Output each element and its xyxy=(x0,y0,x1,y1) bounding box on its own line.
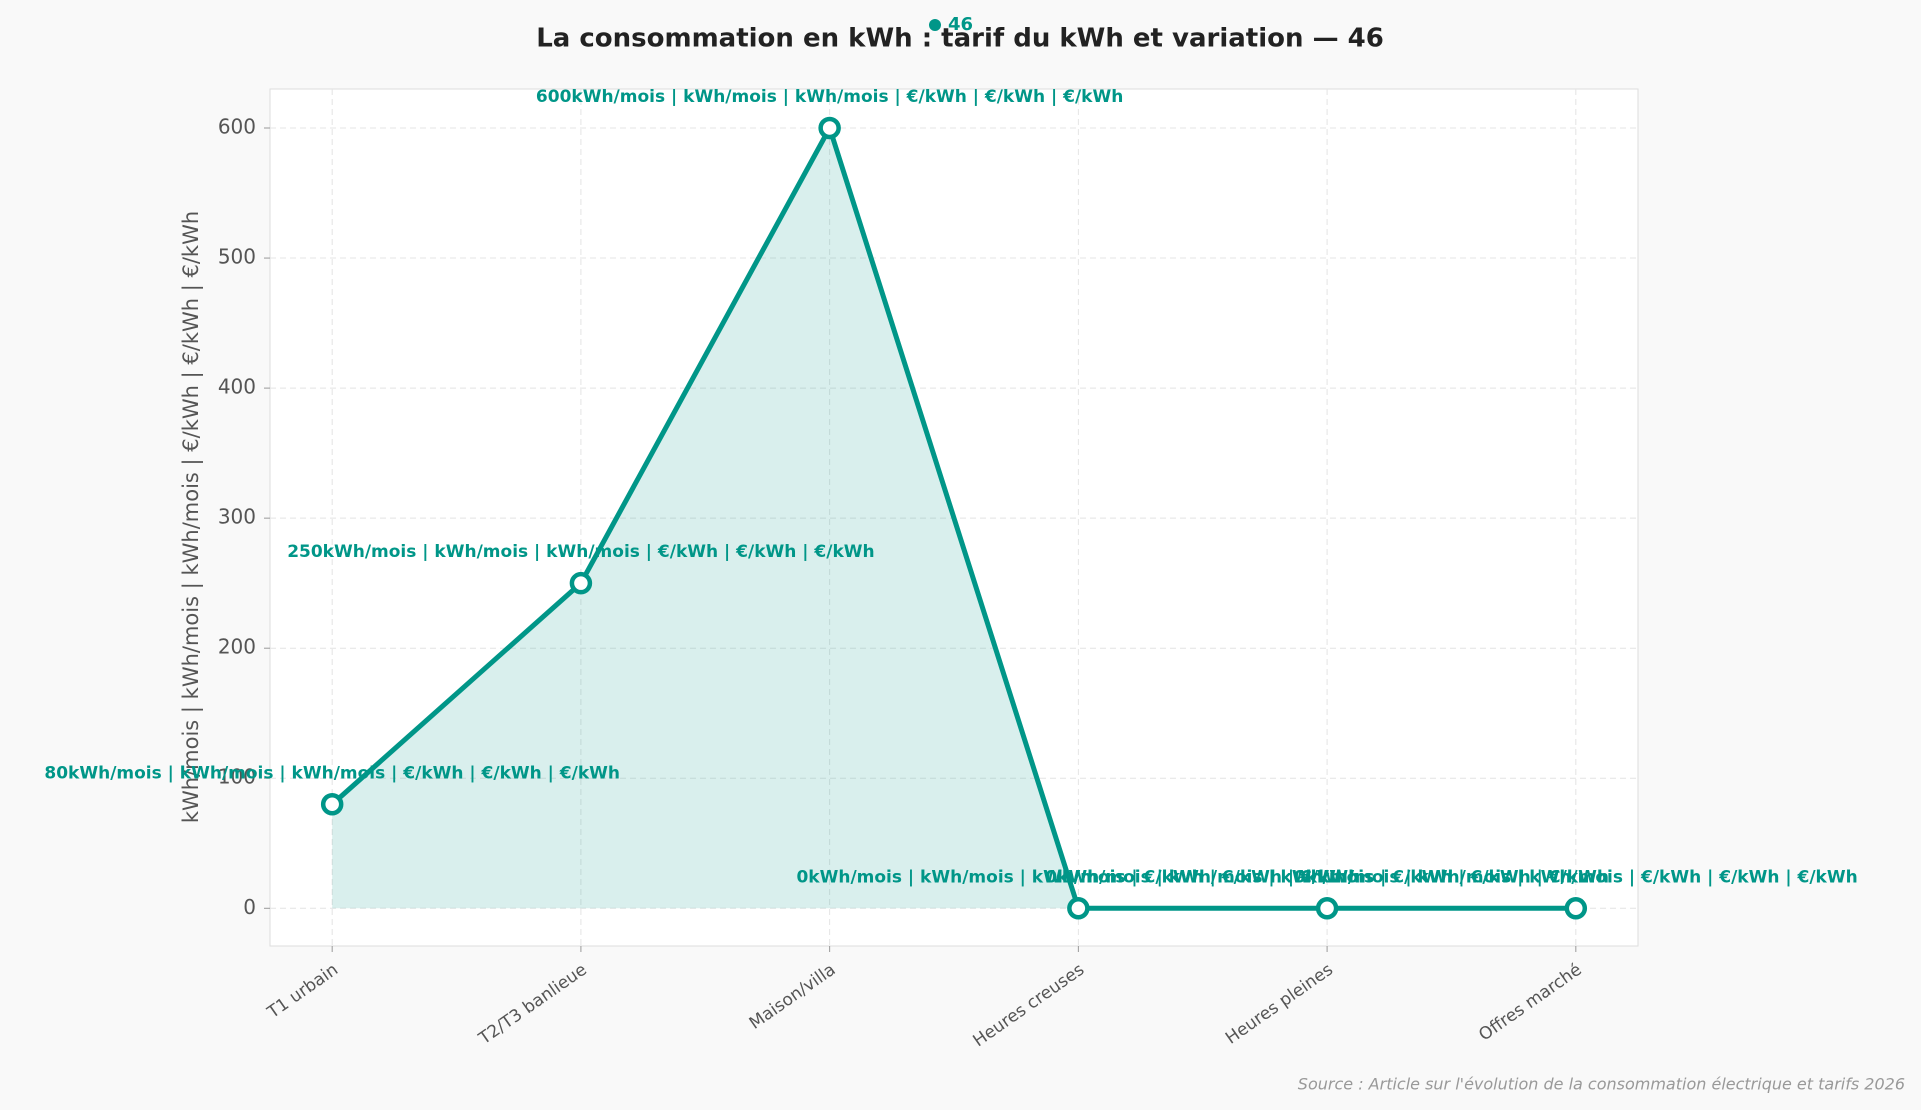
x-tick-label: T1 urbain xyxy=(263,960,342,1023)
x-tick-label: Heures creuses xyxy=(970,960,1089,1051)
point xyxy=(569,571,593,595)
point xyxy=(1067,897,1090,920)
chart-title: La consommation en kWh : tarif du kWh et… xyxy=(536,24,1384,54)
line xyxy=(330,121,1576,911)
legend-label: 46 xyxy=(948,14,973,35)
y-tick-label: 300 xyxy=(218,505,256,529)
value-label: 0kWh/mois | kWh/mois | kWh/mois | €/kWh … xyxy=(796,867,1360,887)
y-tick-label: 100 xyxy=(218,765,256,789)
source: Source : Article sur l'évolution de la c… xyxy=(1298,1075,1905,1094)
value-label: 0kWh/mois | kWh/mois | kWh/mois | €/kWh … xyxy=(1294,867,1858,887)
value-label: 250kWh/mois | kWh/mois | kWh/mois | €/kW… xyxy=(287,542,874,562)
y-axis-label: kWh/mois | kWh/mois | kWh/mois | €/kWh |… xyxy=(179,211,204,823)
value-label: 600kWh/mois | kWh/mois | kWh/mois | €/kW… xyxy=(536,87,1123,107)
point xyxy=(1315,897,1339,920)
x-tick-label: Maison/villa xyxy=(746,960,840,1034)
y-tick-label: 600 xyxy=(218,115,256,139)
value-label: 80kWh/mois | kWh/mois | kWh/mois | €/kWh… xyxy=(44,763,620,783)
point xyxy=(320,793,344,816)
area xyxy=(332,128,1576,909)
y-tick-label: 500 xyxy=(218,245,256,269)
legend-marker xyxy=(929,19,941,31)
point xyxy=(1564,897,1588,920)
x-tick-label: T2/T3 banlieue xyxy=(475,960,591,1050)
y-tick-label: 200 xyxy=(218,635,256,659)
x-tick-label: Heures pleines xyxy=(1222,960,1337,1049)
point xyxy=(818,116,841,140)
y-tick-label: 0 xyxy=(243,895,256,919)
x-tick-label: Offres marché xyxy=(1475,960,1585,1046)
value-label: 0kWh/mois | kWh/mois | kWh/mois | €/kWh … xyxy=(1045,867,1609,887)
y-tick-label: 400 xyxy=(218,375,256,399)
